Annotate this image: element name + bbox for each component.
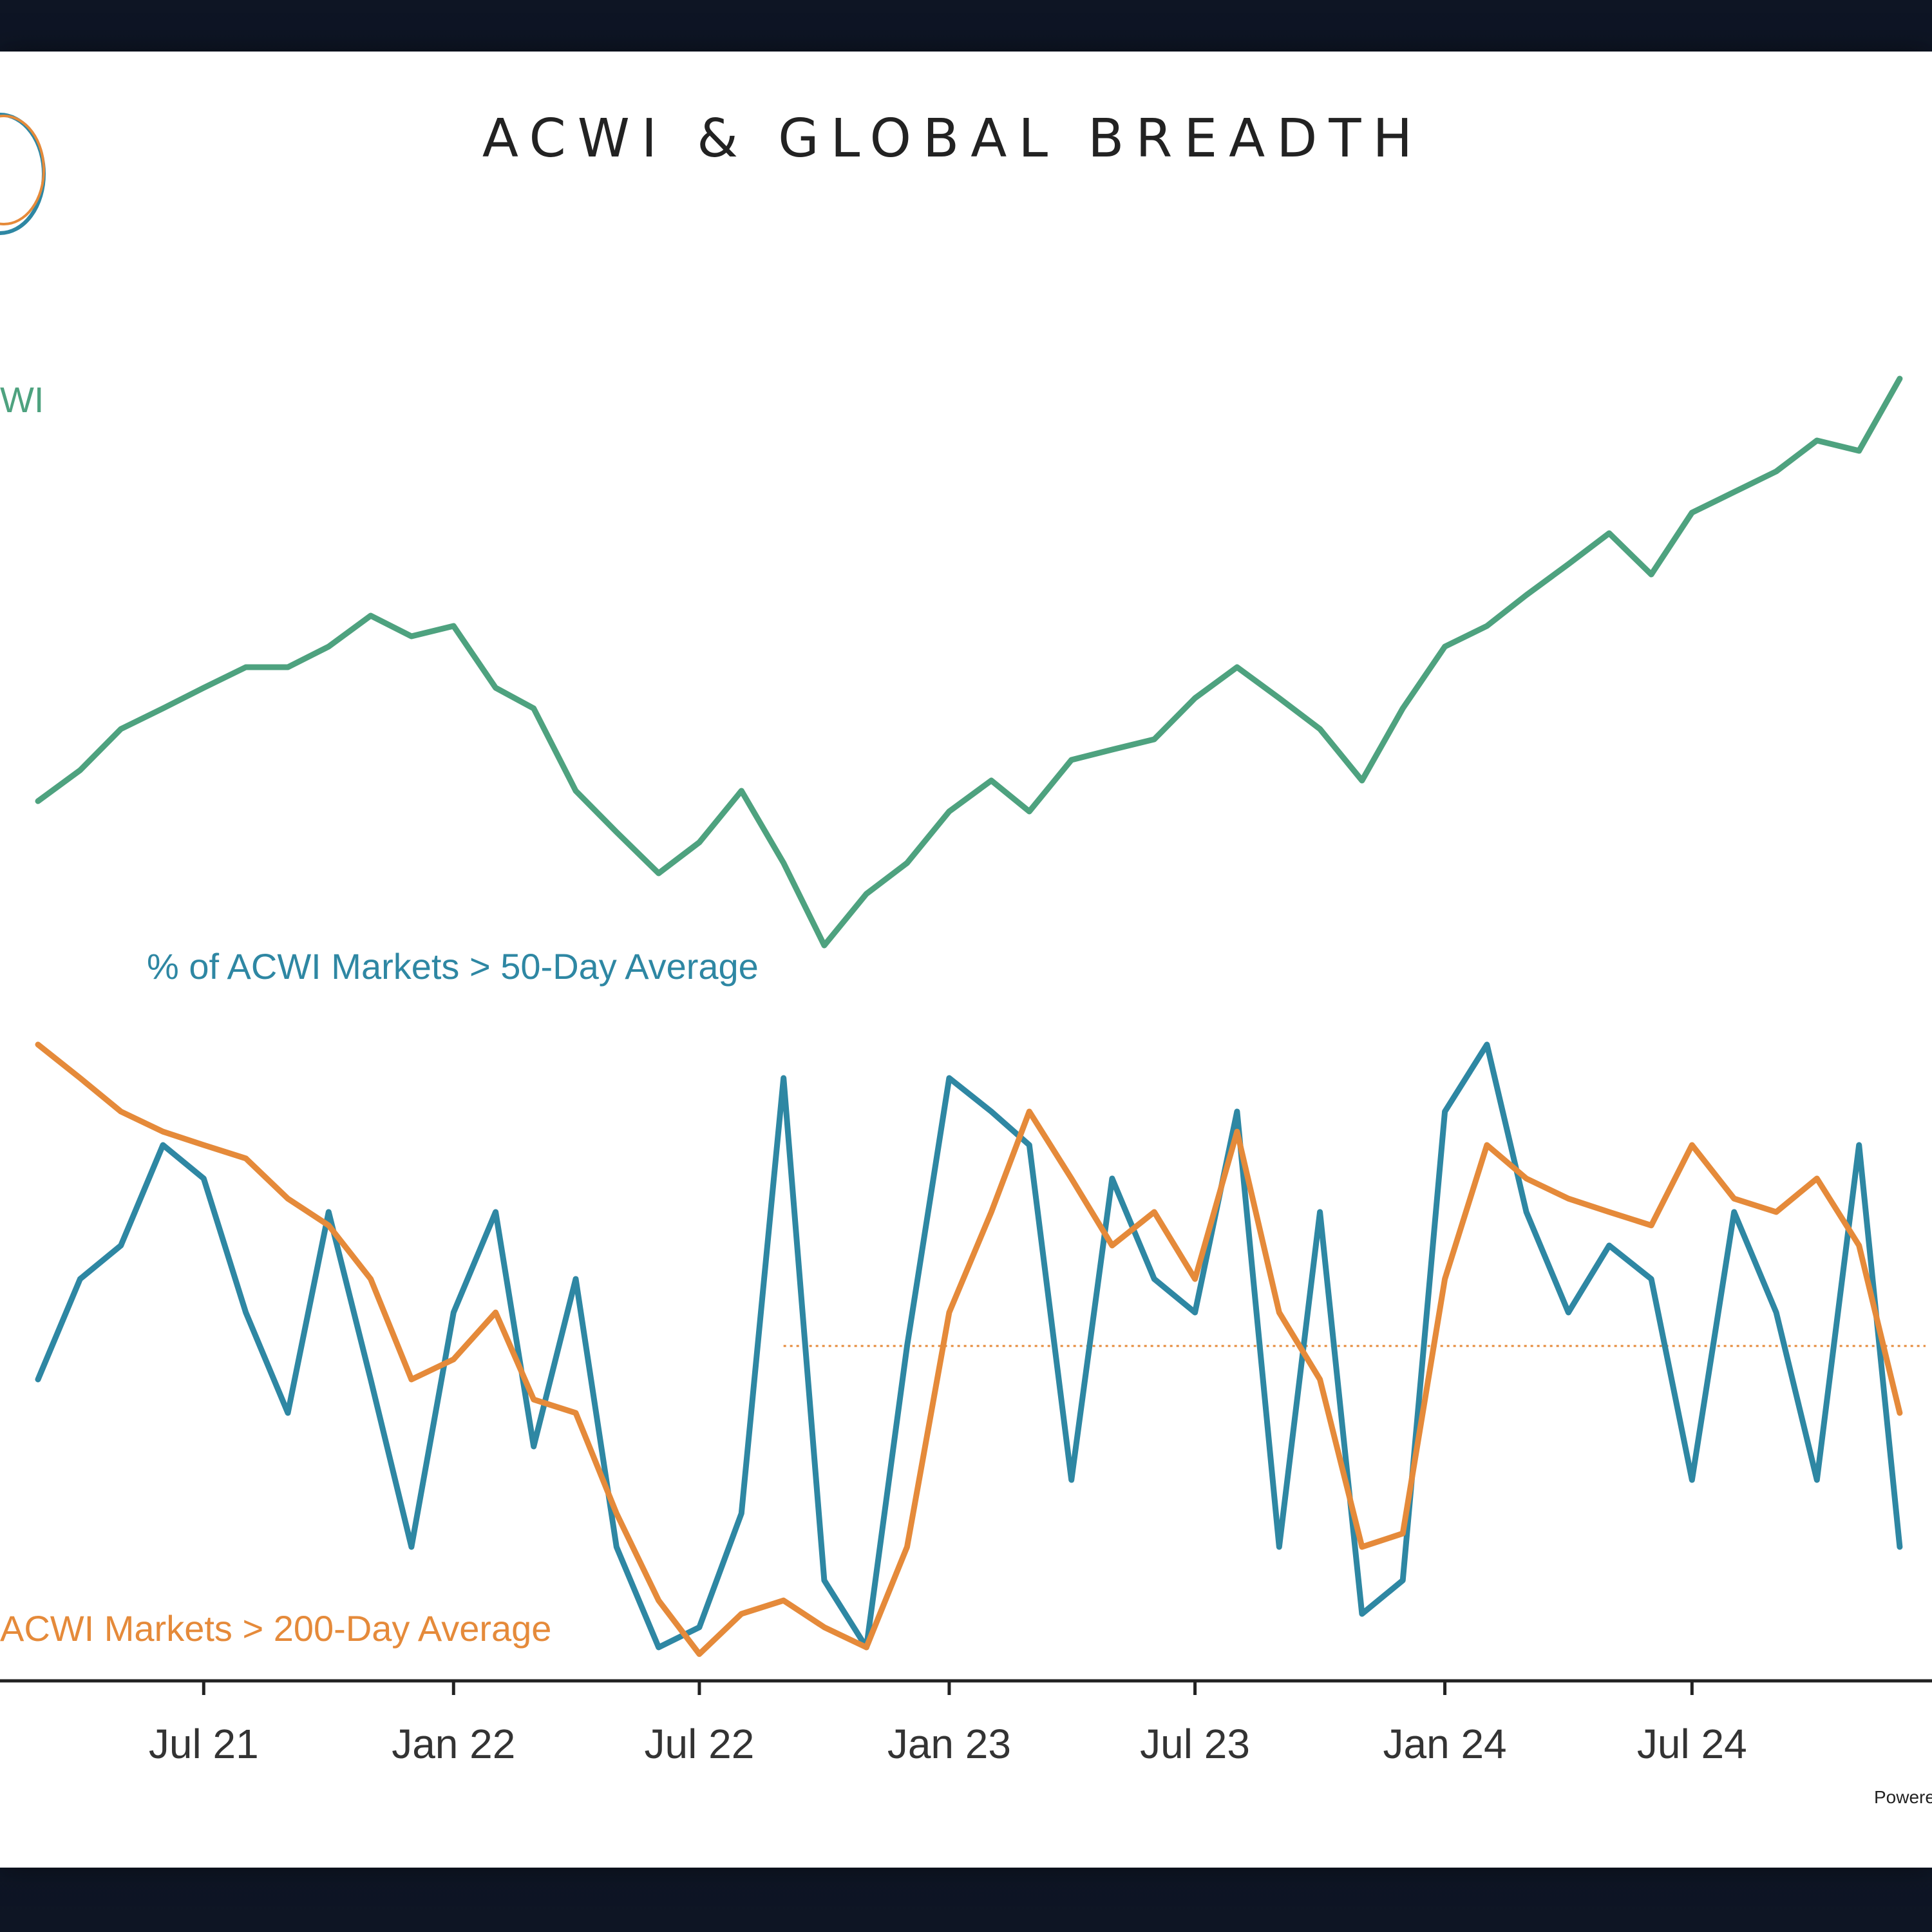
chart-title: ACWI & GLOBAL BREADTH [482, 108, 1425, 169]
x-tick-label: Jan 22 [392, 1721, 515, 1767]
x-tick-label: Jan 24 [1383, 1721, 1506, 1767]
series-line-2 [35, 1041, 1903, 1651]
x-tick-label: Jan 23 [887, 1721, 1011, 1767]
x-tick-label: Jul 21 [149, 1721, 259, 1767]
breadth-200-series-label: ACWI Markets > 200-Day Average [0, 1608, 551, 1649]
series-line-1 [35, 375, 1903, 949]
chart-slide: ACWI & GLOBAL BREADTH Jul 21 Jan 22 Jul 22… [0, 52, 1932, 1868]
x-tick-label: Jul 22 [645, 1721, 755, 1767]
breadth-50-series-label: % of ACWI Markets > 50-Day Average [147, 946, 759, 987]
x-tick-label: Jul 24 [1637, 1721, 1747, 1767]
series-layer [35, 375, 1903, 1657]
x-tick-label: Jul 23 [1140, 1721, 1250, 1767]
x-axis: Jul 21 Jan 22 Jul 22 Jan 23 Jul 23 Jan 24 Jul … [0, 1679, 1932, 1767]
footer-text: Powere [1874, 1787, 1932, 1807]
brand-logo [0, 113, 46, 235]
chart-plot-area: Jul 21 Jan 22 Jul 22 Jan 23 Jul 23 Jan 24 Jul … [0, 113, 1932, 1807]
series-labels: WI % of ACWI Markets > 50-Day Average ACWI… [0, 379, 1932, 1807]
series-line-3 [35, 1041, 1903, 1657]
acwi-series-label: WI [0, 379, 44, 420]
